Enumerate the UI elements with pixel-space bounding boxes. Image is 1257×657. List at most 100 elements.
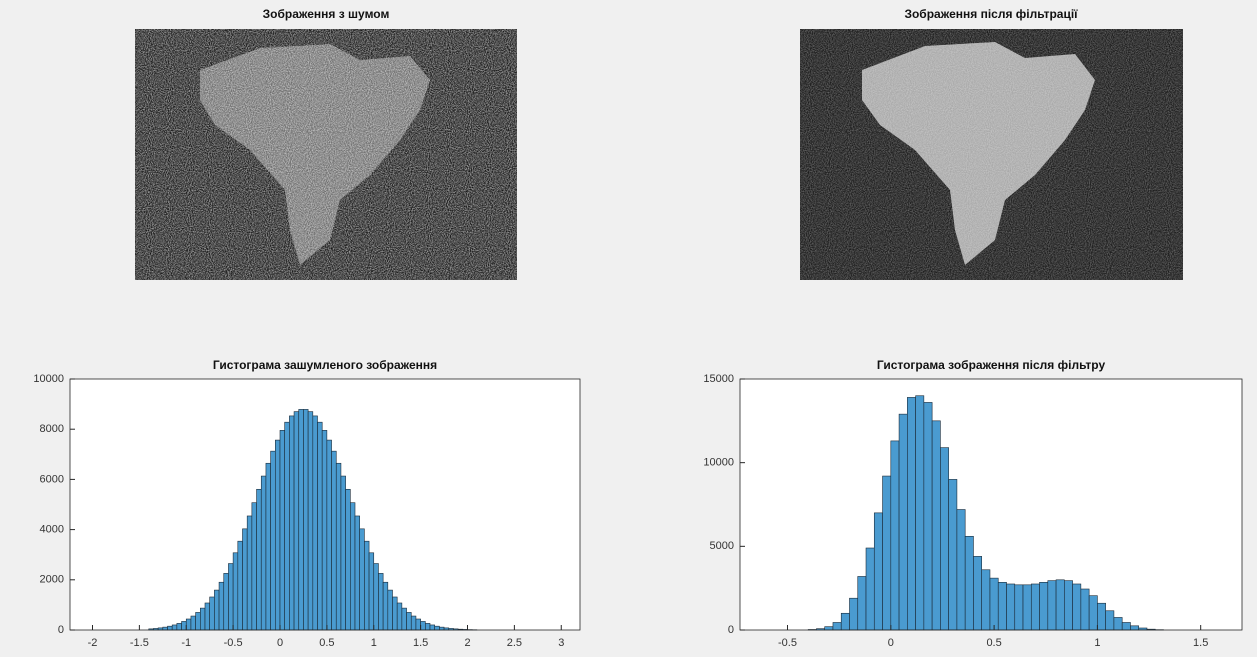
- bar: [997, 582, 1007, 631]
- bar: [981, 569, 991, 631]
- bar: [265, 462, 271, 631]
- x-tick-label: 3: [558, 637, 564, 649]
- y-tick-label: 0: [728, 624, 734, 636]
- y-tick-label: 8000: [40, 423, 64, 435]
- bar: [1113, 617, 1123, 631]
- bar: [873, 512, 883, 631]
- bar: [1072, 583, 1082, 631]
- bar: [293, 411, 300, 631]
- bar: [425, 623, 431, 631]
- bar: [321, 430, 328, 631]
- bar: [1022, 584, 1032, 631]
- bar: [915, 395, 925, 631]
- bar: [865, 547, 875, 631]
- bar: [364, 540, 370, 631]
- chart-title: Гистограма зашумленого зображення: [213, 358, 437, 372]
- bar: [326, 439, 332, 631]
- y-tick-label: 10000: [703, 457, 734, 469]
- filtered-image: [800, 29, 1183, 280]
- bar: [1047, 580, 1057, 631]
- bar: [298, 409, 304, 631]
- bar: [260, 475, 267, 631]
- bar: [420, 621, 426, 631]
- x-tick-label: 0: [888, 637, 894, 649]
- bar: [1105, 610, 1115, 631]
- bar: [185, 618, 192, 631]
- bar: [1064, 580, 1073, 631]
- bar: [1055, 579, 1065, 631]
- image-title: Зображення з шумом: [263, 7, 390, 21]
- bar: [439, 626, 445, 631]
- bar: [832, 622, 842, 631]
- bar: [890, 440, 900, 631]
- bar: [204, 602, 210, 631]
- bar: [214, 589, 220, 631]
- bar: [973, 556, 983, 631]
- bar: [1006, 583, 1016, 631]
- bar: [1030, 583, 1040, 631]
- x-tick-label: 1: [371, 637, 377, 649]
- bar: [1039, 582, 1049, 631]
- x-tick-label: 0.5: [319, 637, 334, 649]
- bar: [415, 618, 421, 631]
- x-tick-label: 2.5: [507, 637, 522, 649]
- bar: [840, 612, 850, 631]
- bar: [387, 589, 393, 631]
- bar: [857, 576, 867, 631]
- bar: [275, 439, 281, 631]
- bar: [200, 607, 206, 631]
- bar: [410, 615, 417, 631]
- bar: [312, 415, 318, 631]
- x-tick-label: 1.5: [413, 637, 428, 649]
- bar: [1121, 622, 1131, 631]
- bar: [1088, 595, 1098, 631]
- bar: [378, 573, 384, 631]
- bar: [931, 420, 941, 631]
- bar: [359, 528, 365, 631]
- bar: [167, 625, 173, 631]
- noise: [800, 29, 1183, 280]
- bar: [171, 624, 178, 631]
- bar: [256, 488, 262, 631]
- bar: [246, 515, 253, 631]
- bar: [406, 612, 412, 631]
- bar: [340, 475, 346, 631]
- bar: [1080, 588, 1090, 631]
- bar: [209, 596, 215, 631]
- bar: [307, 411, 314, 631]
- bar: [923, 402, 933, 631]
- image-title: Зображення після фільтрації: [904, 7, 1078, 21]
- x-tick-label: 1: [1094, 637, 1100, 649]
- x-tick-label: -2: [88, 637, 98, 649]
- bar: [956, 509, 966, 631]
- bar: [228, 563, 234, 631]
- bar: [331, 450, 337, 631]
- bar: [190, 615, 196, 631]
- bar: [1014, 584, 1024, 631]
- bar: [368, 552, 375, 631]
- bar: [849, 597, 859, 631]
- bar: [354, 515, 360, 631]
- bar: [317, 421, 323, 631]
- bar: [1097, 602, 1106, 631]
- axes-box: [739, 378, 1243, 631]
- bar: [401, 607, 407, 631]
- bar: [195, 612, 201, 631]
- bar: [898, 413, 908, 631]
- x-tick-label: 2: [464, 637, 470, 649]
- bar: [350, 502, 356, 631]
- bar: [345, 488, 351, 631]
- bar: [335, 462, 342, 631]
- bar: [882, 475, 892, 631]
- bar: [237, 540, 243, 631]
- bar: [181, 621, 187, 631]
- bar: [289, 415, 295, 631]
- bar: [907, 397, 916, 631]
- x-tick-label: -0.5: [224, 637, 243, 649]
- x-tick-label: 0: [277, 637, 283, 649]
- x-tick-label: 1.5: [1193, 637, 1208, 649]
- bar: [162, 626, 168, 631]
- bar: [242, 528, 248, 631]
